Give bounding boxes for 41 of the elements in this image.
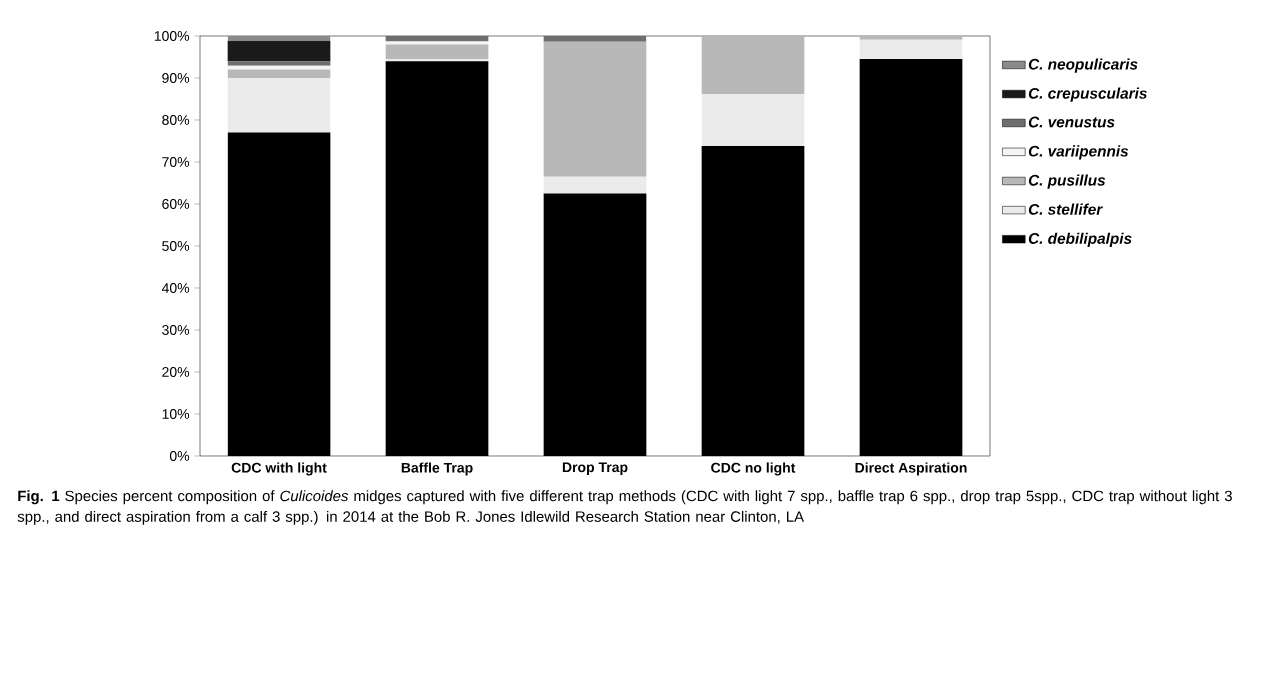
- bar: [227, 69, 331, 78]
- x-tick-label: CDC with light: [231, 462, 327, 476]
- bar: [701, 35, 805, 95]
- bar: [385, 35, 489, 42]
- legend-label: C. neopulicaris: [1028, 58, 1138, 73]
- y-tick-label: 50%: [162, 241, 190, 251]
- bar: [227, 41, 331, 62]
- bar: [543, 41, 647, 177]
- y-tick-label: 80%: [162, 115, 190, 125]
- bar: [543, 35, 647, 42]
- bar: [385, 41, 489, 45]
- bar: [227, 35, 331, 42]
- legend-label: C. crepuscularis: [1028, 87, 1147, 102]
- y-tick-label: 60%: [162, 199, 190, 209]
- y-tick-label: 100%: [154, 31, 190, 41]
- y-tick-label: 20%: [162, 367, 190, 377]
- bar: [385, 44, 489, 60]
- y-tick-label: 0%: [169, 451, 190, 461]
- x-tick-label: Drop Trap: [562, 462, 628, 475]
- y-tick-label: 70%: [162, 157, 190, 167]
- y-tick-label: 90%: [162, 73, 190, 83]
- legend-label: C. stellifer: [1028, 203, 1103, 215]
- x-tick-label: Direct Aspiration: [855, 462, 967, 476]
- legend-label: C. venustus: [1028, 116, 1115, 128]
- bar: [227, 65, 331, 70]
- legend-label: C. variipennis: [1028, 145, 1129, 160]
- x-tick-label: CDC no light: [711, 462, 796, 476]
- bar: [227, 61, 331, 66]
- legend-label: C. pusillus: [1028, 174, 1106, 189]
- legend-label: C. debilipalpis: [1028, 232, 1132, 247]
- text: Fig. 1 Species percent composition of Culicoides midges captured with five different trap methods (CDC with light 7 spp., baffle trap 6 spp., drop trap 5spp., CDC trap without light 3 spp., and direct aspiration from a calf 3 spp.) in 2014 at the Bob R. Jones Idlewild Research Station near Clinton, LA: [17, 490, 1232, 525]
- bar: [227, 77, 331, 133]
- bar: [859, 35, 963, 40]
- bar: [385, 59, 489, 62]
- x-tick-label: Baffle Trap: [401, 462, 473, 476]
- bar: [859, 39, 963, 60]
- bar: [701, 94, 805, 147]
- y-tick-label: 40%: [161, 283, 190, 293]
- y-tick-label: 10%: [162, 409, 190, 419]
- bar: [543, 176, 647, 194]
- y-tick-label: 30%: [162, 325, 190, 335]
